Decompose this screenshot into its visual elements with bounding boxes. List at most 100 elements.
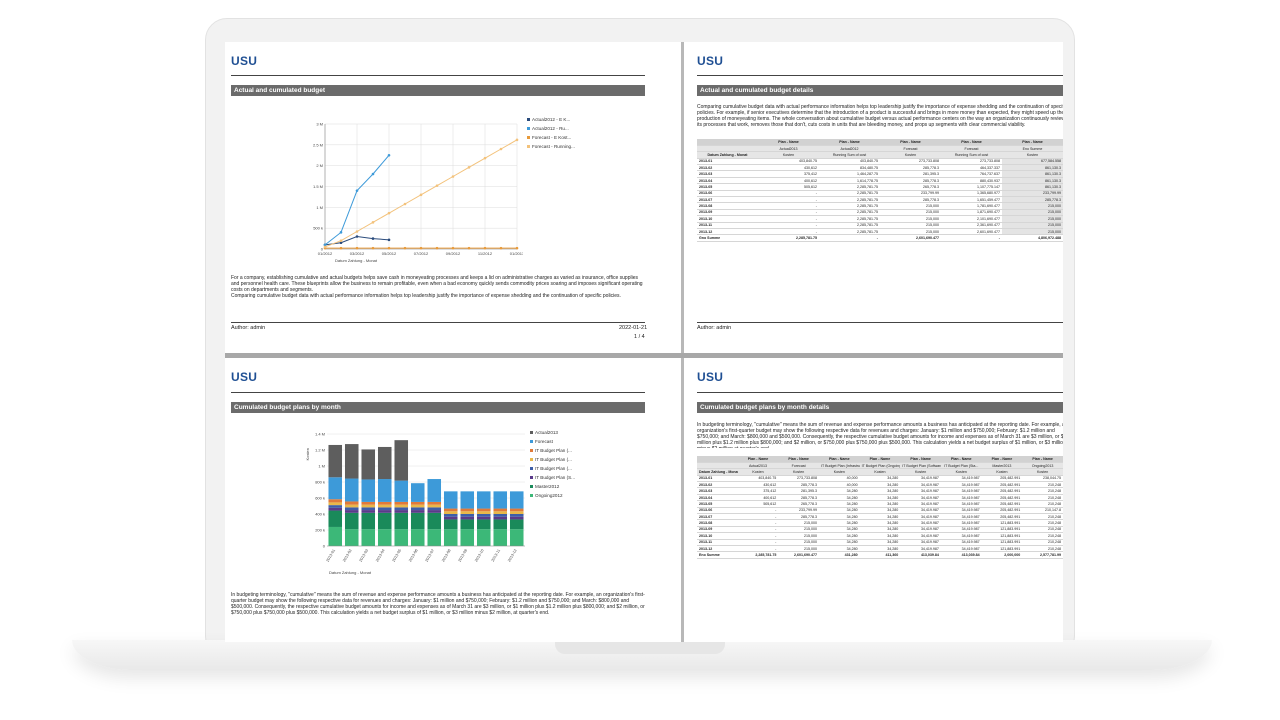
- table-cell: 34,280: [859, 500, 901, 508]
- table-header-row: Plan - Name Plan - Name Plan - Name Plan - …: [697, 139, 1063, 146]
- footer-rule: [697, 322, 1063, 323]
- report-page-2[interactable]: USU Actual and cumulated budget details …: [691, 42, 1063, 353]
- data-point: [371, 172, 375, 176]
- table-cell: 210,248: [1022, 487, 1063, 495]
- legend-label: Actual2013: [535, 430, 558, 435]
- bar-segment: [509, 519, 524, 530]
- body-paragraph: For a company, establishing cumulative a…: [231, 275, 643, 293]
- report-page-4[interactable]: USU Cumulated budget plans by month deta…: [691, 358, 1063, 642]
- bar-segment: [509, 511, 524, 514]
- bar-segment: [394, 529, 409, 546]
- x-tick-label: 05/2012: [382, 251, 397, 256]
- header-rule: [231, 392, 645, 393]
- table-cell: 205,482.991: [981, 475, 1023, 483]
- table-cell: 40,000: [818, 481, 860, 489]
- data-point: [435, 184, 439, 187]
- table-cell: 34,419.987: [900, 513, 941, 521]
- bar-segment: [427, 529, 442, 546]
- column-group-header: Plan - Name: [758, 139, 819, 146]
- bar-segment: [361, 501, 376, 505]
- table-cell: 34,280: [818, 487, 860, 495]
- x-tick-label: 03/2012: [350, 251, 365, 256]
- report-page-1[interactable]: USU Actual and cumulated budget 0 500 k 1 …: [225, 42, 681, 353]
- table-cell: 403,840.75: [737, 475, 779, 483]
- table-cell: 215,000: [778, 532, 819, 540]
- table-cell: 210,248: [1022, 519, 1063, 527]
- bar-segment: [394, 504, 409, 508]
- bar-segment: [410, 510, 425, 513]
- row-label: 2013-03: [697, 170, 758, 178]
- data-point: [339, 246, 343, 250]
- table-cell: 34,280: [818, 519, 860, 527]
- body-paragraph: In budgeting terminology, "cumulative" m…: [697, 422, 1063, 448]
- bar-segment: [410, 501, 425, 505]
- table-cell: 4,806,972.488: [1002, 234, 1063, 242]
- bar-segment: [328, 510, 343, 527]
- table-row: 2013-11-215,000 34,280 34,280 34,419.987 34,…: [697, 539, 1063, 547]
- column-group-header: Plan - Name: [981, 456, 1023, 463]
- column-group-header: Plan - Name: [1002, 139, 1063, 146]
- bar-segment: [344, 478, 359, 502]
- table-cell: 215,000: [880, 209, 941, 217]
- x-tick-label: 2013-05: [392, 549, 402, 563]
- legend-label: IT Budget Plan (...: [535, 466, 572, 471]
- y-tick-label: 3 M: [316, 122, 323, 127]
- table-cell: 411,360: [859, 551, 901, 559]
- column-series-header: IT Budget Plan (Infrastructure): [818, 462, 860, 470]
- x-tick-label: 2013-08: [441, 549, 451, 563]
- data-point: [403, 202, 407, 206]
- table-cell: 34,280: [859, 539, 901, 547]
- section-title: Actual and cumulated budget details: [697, 85, 1063, 96]
- report-page-3[interactable]: USU Cumulated budget plans by month 0 200…: [225, 358, 681, 642]
- table-row: 2013-03 375,412 281,395.3 34,280 34,280 34,41…: [697, 487, 1063, 495]
- table-row: 2013-05 505,612 2,285,781.75 265,778.3 1,107…: [697, 183, 1063, 191]
- table-cell: 2,577,781.99: [1022, 551, 1063, 559]
- table-cell: 403,840.75: [819, 158, 880, 166]
- bar-segment: [377, 504, 392, 508]
- y-tick-label: 200 k: [315, 528, 325, 533]
- x-tick-label: 2013-07: [425, 549, 435, 563]
- column-measure-header: Running Sum of cost: [941, 151, 1002, 159]
- table-cell: 505,612: [737, 500, 779, 508]
- table-cell: 205,482.991: [981, 494, 1023, 502]
- x-tick-label: 2013-04: [375, 549, 385, 563]
- table-cell: 431,280: [818, 551, 860, 559]
- bar-chart-legend: Actual2013 Forecast IT Budget Plan (... IT …: [530, 430, 575, 502]
- table-cell: 233,799.99: [1002, 190, 1063, 198]
- author-label: Author: admin: [697, 325, 732, 331]
- table-header-row: Plan - Name Plan - Name Plan - Name Plan - …: [697, 456, 1063, 463]
- table-cell: 121,883.991: [981, 539, 1023, 547]
- table-cell: 34,419.987: [940, 519, 982, 527]
- table-cell: 34,419.987: [940, 475, 982, 483]
- table-cell: 34,280: [859, 481, 901, 489]
- row-label: 2013-04: [697, 494, 738, 502]
- legend-item: Actual2012 - Ru...: [527, 126, 575, 135]
- bar-segment: [427, 501, 442, 505]
- bar-segment: [460, 519, 475, 530]
- header-corner: [697, 456, 738, 463]
- table-cell: 861,130.3: [1002, 183, 1063, 191]
- data-point: [371, 221, 375, 224]
- data-point: [387, 238, 391, 242]
- row-label: 2013-07: [697, 196, 758, 204]
- bar-segment: [377, 512, 392, 530]
- table-cell: 34,419.987: [940, 507, 982, 515]
- column-group-header: Plan - Name: [880, 139, 941, 146]
- table-row: 2013-10-2,285,781.75 215,000 2,101,690.477…: [697, 215, 1063, 223]
- table-cell: -: [737, 507, 779, 515]
- bar-segment: [476, 529, 491, 546]
- bar-segment: [328, 526, 343, 546]
- row-label: 2013-11: [697, 539, 738, 547]
- row-dimension-header: Datum Zahlung - Monat: [697, 468, 738, 476]
- y-tick-label: 1.2 M: [315, 448, 325, 453]
- table-cell: 40,000: [818, 475, 860, 483]
- column-series-header: Actual2013: [758, 145, 819, 153]
- bar-segment: [460, 514, 475, 517]
- table-cell: 34,419.987: [900, 519, 941, 527]
- page-divider-vertical: [681, 42, 684, 642]
- row-label: 2013-08: [697, 202, 758, 210]
- bar-segment: [394, 440, 409, 481]
- column-measure-header: Kosten: [778, 468, 819, 476]
- bar-segment: [493, 508, 508, 512]
- data-point: [483, 246, 487, 250]
